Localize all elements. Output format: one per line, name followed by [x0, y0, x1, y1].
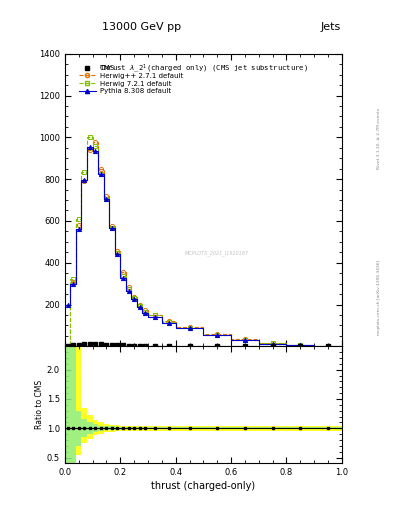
Text: Jets: Jets — [321, 22, 341, 32]
Legend: CMS, Herwig++ 2.7.1 default, Herwig 7.2.1 default, Pythia 8.308 default: CMS, Herwig++ 2.7.1 default, Herwig 7.2.… — [77, 63, 185, 96]
Text: 13000 GeV pp: 13000 GeV pp — [102, 22, 181, 32]
Y-axis label: Ratio to CMS: Ratio to CMS — [35, 380, 44, 430]
X-axis label: thrust (charged-only): thrust (charged-only) — [151, 481, 255, 492]
Text: MCPLOTS_2021_I1920187: MCPLOTS_2021_I1920187 — [185, 250, 249, 255]
Text: mcplots.cern.ch [arXiv:1306.3436]: mcplots.cern.ch [arXiv:1306.3436] — [377, 260, 381, 334]
Text: Rivet 3.1.10, ≥ 2.7M events: Rivet 3.1.10, ≥ 2.7M events — [377, 108, 381, 169]
Text: Thrust $\lambda$_2$^{1}$(charged only) (CMS jet substructure): Thrust $\lambda$_2$^{1}$(charged only) (… — [99, 62, 308, 75]
